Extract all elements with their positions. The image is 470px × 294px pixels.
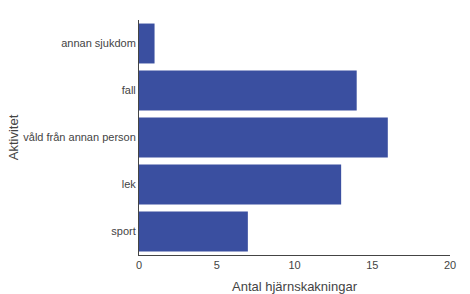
svg-text:lek: lek [122, 178, 137, 190]
svg-text:våld från annan person: våld från annan person [23, 131, 136, 143]
svg-text:20: 20 [444, 259, 456, 271]
svg-text:fall: fall [122, 84, 136, 96]
svg-text:15: 15 [366, 259, 378, 271]
svg-text:Antal hjärnskakningar: Antal hjärnskakningar [232, 279, 358, 294]
svg-text:annan sjukdom: annan sjukdom [61, 37, 136, 49]
svg-text:sport: sport [111, 225, 135, 237]
svg-text:10: 10 [288, 259, 300, 271]
svg-text:0: 0 [136, 259, 142, 271]
svg-text:Aktivitet: Aktivitet [6, 114, 21, 160]
svg-text:5: 5 [214, 259, 220, 271]
